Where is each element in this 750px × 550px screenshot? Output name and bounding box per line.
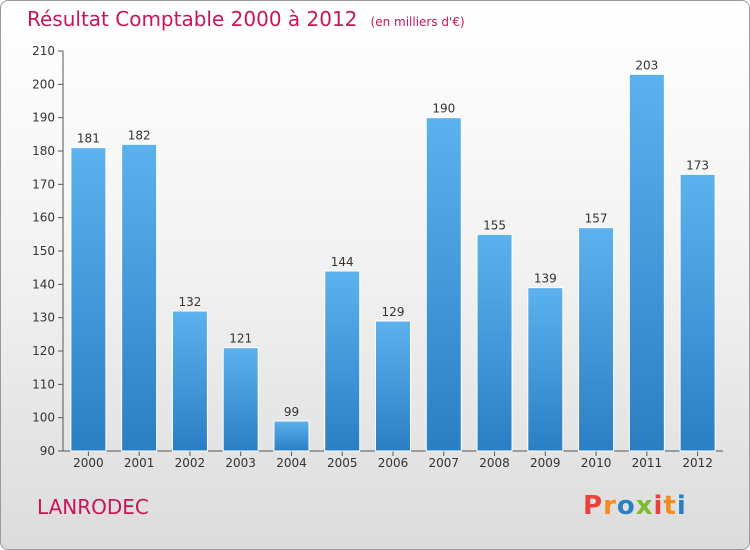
data-label: 99 — [284, 405, 299, 419]
proxiti-logo: Proxiti — [583, 491, 687, 521]
y-tick-label: 100 — [32, 411, 55, 425]
logo-letter: x — [635, 491, 654, 521]
data-label: 155 — [483, 218, 506, 232]
logo-letter: P — [583, 491, 604, 521]
bar — [679, 173, 716, 452]
x-tick-label: 2012 — [682, 456, 713, 470]
y-tick-label: 210 — [32, 44, 55, 58]
bar — [375, 320, 411, 452]
y-tick-label: 120 — [32, 344, 55, 358]
bar — [70, 147, 107, 452]
x-tick-label: 2001 — [124, 456, 155, 470]
data-label: 182 — [128, 128, 151, 142]
bar — [171, 310, 208, 452]
data-label: 173 — [686, 158, 709, 172]
y-tick-label: 160 — [32, 211, 55, 225]
data-label: 139 — [534, 272, 557, 286]
x-tick-label: 2011 — [632, 456, 663, 470]
y-tick-label: 110 — [32, 377, 55, 391]
bar — [578, 227, 615, 452]
data-label: 181 — [77, 132, 100, 146]
data-label: 203 — [635, 58, 658, 72]
y-tick-label: 190 — [32, 111, 55, 125]
data-label: 132 — [178, 295, 201, 309]
y-tick-label: 130 — [32, 311, 55, 325]
logo-letter: o — [616, 491, 636, 521]
y-tick-label: 170 — [32, 177, 55, 191]
data-label: 144 — [331, 255, 354, 269]
x-tick-label: 2000 — [73, 456, 104, 470]
chart-unit: (en milliers d'€) — [370, 15, 465, 29]
bar — [222, 347, 259, 452]
chart-title: Résultat Comptable 2000 à 2012 (en milli… — [27, 7, 465, 31]
bar — [476, 233, 513, 452]
bar — [628, 73, 665, 452]
data-label: 121 — [229, 332, 252, 346]
bar — [425, 117, 462, 452]
y-tick-label: 200 — [32, 77, 55, 91]
bar — [324, 270, 361, 452]
chart-title-main: Résultat Comptable 2000 à 2012 — [27, 7, 358, 31]
logo-letter: t — [663, 491, 677, 521]
commune-name: LANRODEC — [37, 495, 149, 519]
x-tick-label: 2006 — [378, 456, 409, 470]
bar — [527, 287, 564, 452]
logo-letter: i — [676, 491, 687, 521]
data-label: 190 — [432, 102, 455, 116]
x-tick-label: 2003 — [225, 456, 256, 470]
x-tick-label: 2010 — [581, 456, 612, 470]
x-tick-label: 2008 — [479, 456, 510, 470]
x-tick-label: 2005 — [327, 456, 358, 470]
logo-letter: i — [653, 491, 664, 521]
y-tick-label: 90 — [40, 444, 55, 458]
data-label: 129 — [382, 305, 405, 319]
y-tick-label: 140 — [32, 277, 55, 291]
logo-letter: r — [603, 491, 617, 521]
x-tick-label: 2004 — [276, 456, 307, 470]
data-label: 157 — [585, 212, 608, 226]
x-tick-label: 2007 — [428, 456, 459, 470]
x-tick-label: 2009 — [530, 456, 561, 470]
y-tick-label: 150 — [32, 244, 55, 258]
bar — [273, 420, 310, 452]
bar — [121, 143, 158, 452]
y-tick-label: 180 — [32, 144, 55, 158]
x-tick-label: 2002 — [175, 456, 206, 470]
